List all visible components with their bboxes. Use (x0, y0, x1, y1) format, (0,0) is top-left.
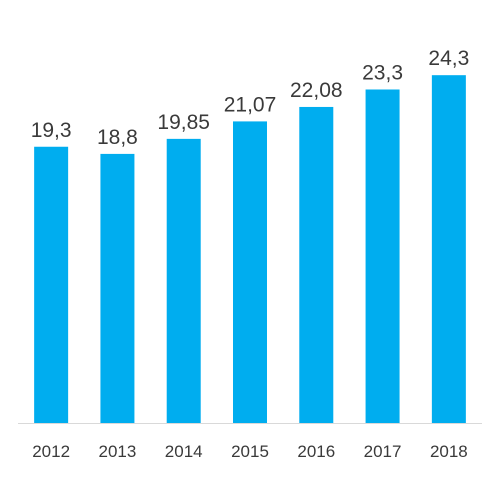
x-tick-label-2016: 2016 (297, 442, 335, 461)
x-tick-labels-layer: 2012 2013 2014 2015 2016 2017 2018 (32, 442, 468, 461)
x-tick-label-2018: 2018 (430, 442, 468, 461)
bar-2018 (431, 75, 466, 424)
data-label-2016: 22,08 (290, 79, 343, 102)
data-labels-layer: 19,3 18,8 19,85 21,07 22,08 23,3 24,3 (31, 47, 470, 149)
x-tick-label-2014: 2014 (165, 442, 203, 461)
bar-2014 (166, 138, 201, 423)
data-label-2012: 19,3 (31, 119, 72, 142)
bar-2013 (100, 153, 135, 423)
bars-layer (34, 75, 466, 424)
data-label-2014: 19,85 (157, 111, 210, 134)
x-tick-label-2013: 2013 (99, 442, 137, 461)
bar-2015 (233, 121, 267, 423)
bar-2016 (299, 106, 334, 423)
data-label-2015: 21,07 (224, 93, 277, 116)
data-label-2013: 18,8 (97, 126, 138, 149)
data-label-2017: 23,3 (362, 61, 403, 84)
x-tick-label-2015: 2015 (231, 442, 269, 461)
x-tick-label-2012: 2012 (32, 442, 70, 461)
data-label-2018: 24,3 (428, 47, 469, 70)
bar-2012 (34, 146, 69, 423)
x-tick-label-2017: 2017 (364, 442, 402, 461)
bar-2017 (365, 89, 400, 424)
